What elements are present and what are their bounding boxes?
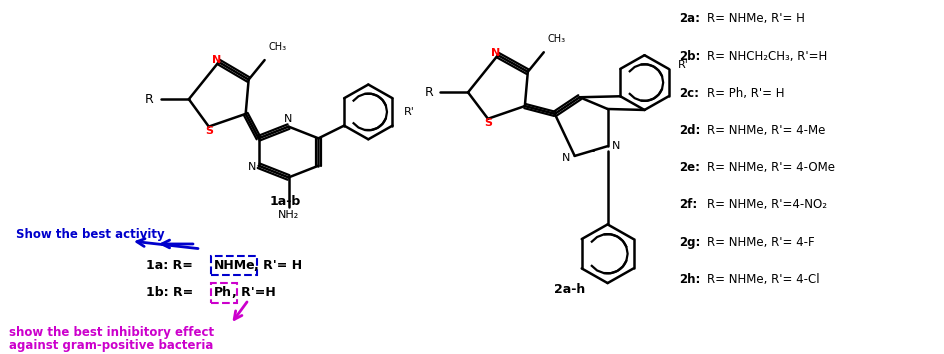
Text: N: N — [491, 48, 500, 58]
Text: R= NHMe, R'= 4-F: R= NHMe, R'= 4-F — [706, 235, 814, 249]
Text: N: N — [611, 141, 619, 151]
Text: R= Ph, R'= H: R= Ph, R'= H — [706, 87, 784, 100]
Text: 1b: R=: 1b: R= — [145, 286, 197, 299]
Bar — [211, 283, 236, 303]
Text: 2f:: 2f: — [679, 198, 697, 211]
Text: , R'= H: , R'= H — [253, 259, 301, 272]
Bar — [211, 256, 257, 275]
Text: 2e:: 2e: — [679, 161, 700, 174]
Text: R= NHMe, R'= H: R= NHMe, R'= H — [706, 12, 804, 25]
Text: 2h:: 2h: — [679, 273, 700, 286]
Text: NH₂: NH₂ — [278, 210, 299, 219]
Text: 1a: R=: 1a: R= — [145, 259, 197, 272]
Text: Show the best activity: Show the best activity — [16, 228, 165, 241]
Text: 2c:: 2c: — [679, 87, 699, 100]
Text: CH₃: CH₃ — [548, 34, 565, 45]
Text: 1a-b: 1a-b — [270, 195, 301, 209]
Text: R= NHCH₂CH₃, R'=H: R= NHCH₂CH₃, R'=H — [706, 50, 827, 63]
Text: R: R — [145, 93, 154, 106]
Text: R: R — [424, 86, 432, 99]
Text: N: N — [248, 162, 257, 172]
Text: 2b:: 2b: — [679, 50, 700, 63]
Text: R= NHMe, R'= 4-OMe: R= NHMe, R'= 4-OMe — [706, 161, 834, 174]
Text: R': R' — [404, 107, 414, 117]
Text: R= NHMe, R'= 4-Cl: R= NHMe, R'= 4-Cl — [706, 273, 819, 286]
Text: N: N — [284, 114, 293, 124]
Text: 2g:: 2g: — [679, 235, 700, 249]
Text: Ph: Ph — [213, 286, 231, 299]
Text: R= NHMe, R'= 4-Me: R= NHMe, R'= 4-Me — [706, 124, 825, 137]
Text: N: N — [211, 55, 221, 65]
Text: , R'=H: , R'=H — [231, 286, 275, 299]
Text: 2a-h: 2a-h — [553, 284, 584, 296]
Text: NHMe: NHMe — [213, 259, 255, 272]
Text: CH₃: CH₃ — [268, 42, 286, 52]
Text: 2a:: 2a: — [679, 12, 700, 25]
Text: R= NHMe, R'=4-NO₂: R= NHMe, R'=4-NO₂ — [706, 198, 826, 211]
Text: against gram-positive bacteria: against gram-positive bacteria — [9, 339, 213, 352]
Text: –: – — [587, 144, 594, 158]
Text: show the best inhibitory effect: show the best inhibitory effect — [9, 325, 214, 338]
Text: R': R' — [677, 60, 687, 70]
Text: S: S — [483, 118, 492, 128]
Text: 2d:: 2d: — [679, 124, 700, 137]
Text: N: N — [562, 153, 570, 163]
Text: S: S — [205, 126, 212, 136]
